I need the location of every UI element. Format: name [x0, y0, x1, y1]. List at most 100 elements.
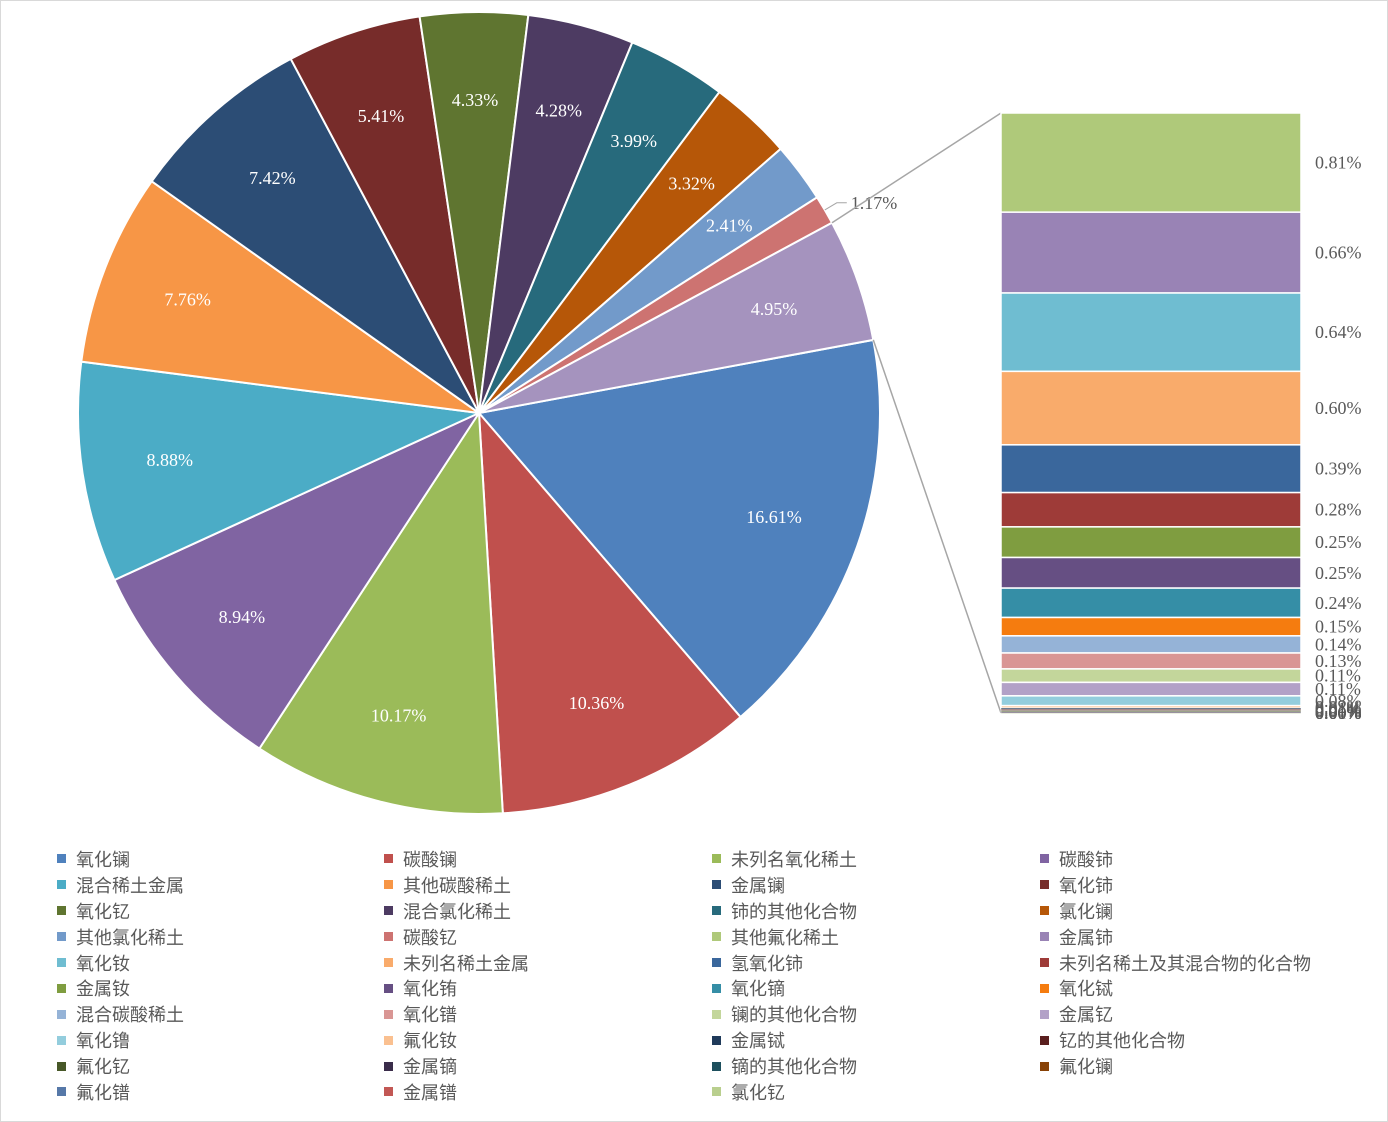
legend-label: 氧化镨 [403, 1005, 457, 1026]
pie-slice-1 [477, 410, 742, 815]
legend-label: 金属钕 [76, 979, 130, 1000]
legend-item: 氢氧化铈 [712, 950, 1040, 976]
bar-data-label: 0.00% [1315, 703, 1362, 723]
bar-data-label: 0.00% [1315, 703, 1362, 723]
data-label: 7.76% [164, 289, 211, 309]
legend-swatch [384, 1035, 393, 1045]
legend-swatch [1040, 1035, 1049, 1045]
legend-item: 碳酸镧 [384, 846, 712, 872]
data-label: 16.61% [746, 507, 802, 527]
legend-swatch [1040, 932, 1049, 942]
bar-data-label: 0.13% [1315, 651, 1362, 671]
bar-data-label: 0.64% [1315, 322, 1362, 342]
legend-label: 氧化镥 [76, 1031, 130, 1052]
legend-swatch [712, 932, 721, 942]
bar-segment-12 [1000, 668, 1302, 684]
legend-label: 氟化钇 [76, 1057, 130, 1078]
bar-segment-4 [1000, 444, 1302, 494]
legend-label: 氧化铈 [1059, 875, 1113, 896]
bar-segment-14 [1000, 695, 1302, 707]
bar-segment-1 [1000, 211, 1302, 294]
legend-swatch [712, 1009, 721, 1019]
legend-swatch [384, 1061, 393, 1071]
legend-label: 金属镨 [403, 1082, 457, 1103]
legend-item: 氯化钇 [712, 1079, 1040, 1105]
legend-swatch [712, 958, 721, 967]
legend-label: 混合稀土金属 [76, 875, 184, 896]
connector-line [831, 112, 1002, 224]
legend-swatch [712, 906, 721, 916]
legend-swatch [1040, 854, 1049, 864]
legend-label: 镝的其他化合物 [731, 1057, 857, 1078]
bar-segment-8 [1000, 587, 1302, 619]
pie-slice-7 [289, 15, 480, 414]
bar-segment-10 [1000, 635, 1302, 654]
legend-item: 其他氯化稀土 [57, 924, 384, 950]
legend-item: 氧化钇 [57, 898, 384, 924]
legend-swatch [712, 1061, 721, 1071]
legend-label: 镧的其他化合物 [731, 1005, 857, 1026]
legend-item: 氟化钇 [57, 1053, 384, 1079]
legend-label: 碳酸钇 [403, 927, 457, 948]
legend-item: 氧化镝 [712, 975, 1040, 1001]
bar-data-label: 0.14% [1315, 634, 1362, 654]
bar-data-label: 0.01% [1315, 700, 1362, 720]
legend-swatch [384, 880, 393, 890]
bar-data-label: 0.25% [1315, 563, 1362, 583]
bar-segment-3 [1000, 370, 1302, 446]
pie-slice-6 [150, 57, 480, 414]
legend-item: 金属镝 [384, 1053, 712, 1079]
bar-data-label: 0.15% [1315, 617, 1362, 637]
legend-label: 氟化镧 [1059, 1057, 1113, 1078]
legend-item: 未列名氧化稀土 [712, 846, 1040, 872]
legend-item: 氟化镧 [1040, 1053, 1370, 1079]
legend-swatch [712, 1035, 721, 1045]
legend-label: 氧化铕 [403, 979, 457, 1000]
data-label: 5.41% [358, 106, 405, 126]
legend-label: 金属镧 [731, 875, 785, 896]
legend-item: 氧化镨 [384, 1001, 712, 1027]
legend-swatch [384, 906, 393, 916]
legend-swatch [57, 1009, 66, 1019]
legend-swatch [712, 983, 721, 993]
data-label: 4.28% [536, 101, 583, 121]
bar-data-label: 0.66% [1315, 243, 1362, 263]
legend-label: 混合氯化稀土 [403, 901, 511, 922]
legend-label: 碳酸铈 [1059, 849, 1113, 870]
legend-label: 金属铽 [731, 1031, 785, 1052]
legend-swatch [1040, 983, 1049, 993]
legend-swatch [57, 880, 66, 890]
pie-slice-2 [258, 409, 504, 815]
data-label: 8.94% [219, 607, 266, 627]
legend-label: 碳酸镧 [403, 849, 457, 870]
legend-item: 混合碳酸稀土 [57, 1001, 384, 1027]
leader-line [824, 202, 847, 211]
bar-segment-6 [1000, 526, 1302, 559]
legend-item: 碳酸铈 [1040, 846, 1370, 872]
bar-data-label: 0.81% [1315, 153, 1362, 173]
legend-item: 金属钕 [57, 975, 384, 1001]
legend-swatch [712, 1087, 721, 1097]
legend-item: 铈的其他化合物 [712, 898, 1040, 924]
legend-item: 镝的其他化合物 [712, 1053, 1040, 1079]
legend-label: 氟化镨 [76, 1082, 130, 1103]
legend-swatch [57, 932, 66, 942]
data-label: 2.41% [706, 215, 753, 235]
legend-label: 金属铈 [1059, 927, 1113, 948]
legend-item: 氧化镧 [57, 846, 384, 872]
legend-item: 未列名稀土及其混合物的化合物 [1040, 950, 1370, 976]
legend-label: 铈的其他化合物 [731, 901, 857, 922]
legend-swatch [57, 854, 66, 864]
pie-slice-4 [77, 360, 483, 582]
legend-swatch [57, 983, 66, 993]
legend-swatch [57, 1035, 66, 1045]
data-label: 4.95% [751, 299, 798, 319]
bar-data-label: 0.28% [1315, 500, 1362, 520]
legend-item: 氧化钕 [57, 950, 384, 976]
bar-data-label: 0.24% [1315, 593, 1362, 613]
legend-label: 未列名稀土金属 [403, 953, 529, 974]
legend-item: 混合氯化稀土 [384, 898, 712, 924]
legend-item: 氧化铈 [1040, 872, 1370, 898]
bar-data-label: 0.60% [1315, 398, 1362, 418]
